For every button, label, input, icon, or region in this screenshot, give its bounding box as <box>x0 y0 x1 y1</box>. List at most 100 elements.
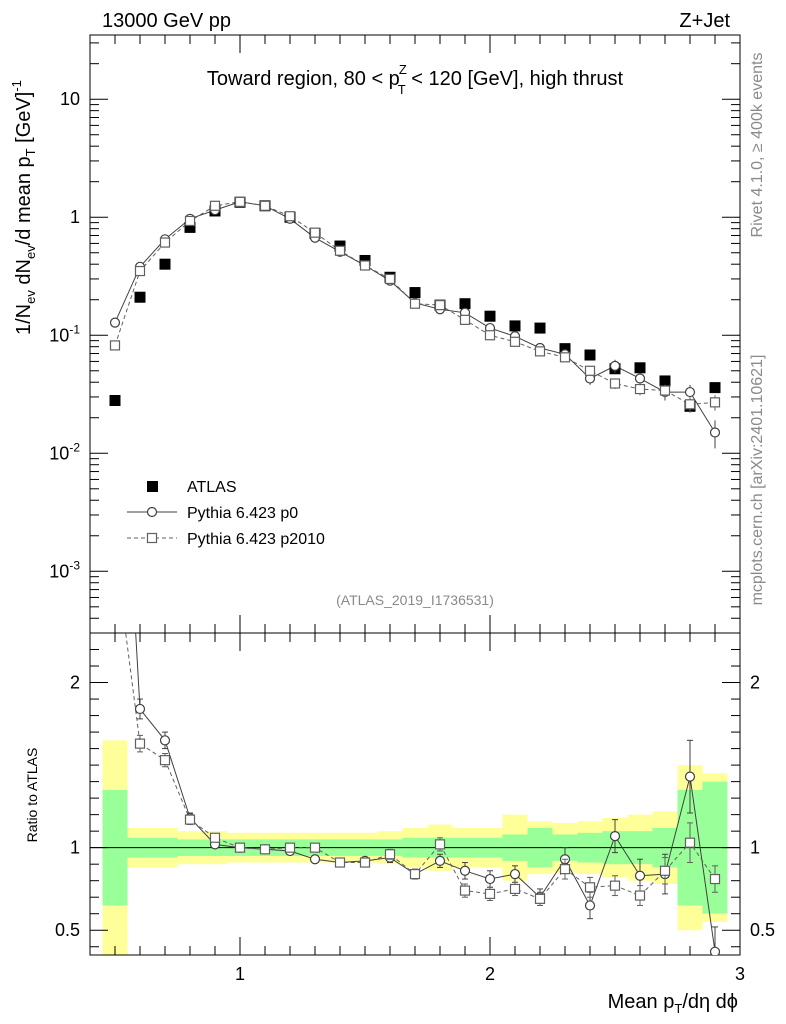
ratio-point-p2010-13 <box>434 839 446 850</box>
y-axis-label: 1/Nev dNev/d mean pT [GeV]-1 <box>9 80 38 335</box>
main-point-p0-20 <box>609 360 621 371</box>
main-point-p2010-6 <box>259 200 271 211</box>
main-point-atlas-12 <box>409 287 421 299</box>
legend-p2010-label: Pythia 6.423 p2010 <box>187 531 325 548</box>
main-point-p2010-18 <box>559 352 571 363</box>
x-tick-label-3: 3 <box>735 964 745 984</box>
main-point-atlas-17 <box>534 322 546 334</box>
main-point-atlas-24 <box>709 382 721 394</box>
y-tick-label-1e-2: 10-2 <box>49 440 80 463</box>
main-point-p2010-10 <box>359 260 371 271</box>
y-label-c: /d mean p <box>13 156 35 245</box>
main-point-atlas-15 <box>484 310 496 322</box>
ratio-point-p2010-23 <box>684 837 696 848</box>
main-point-p2010-11 <box>384 273 396 285</box>
analysis-label: (ATLAS_2019_I1736531) <box>336 592 494 608</box>
ratio-point-p2010-8 <box>309 842 321 853</box>
main-point-p2010-3 <box>184 215 196 227</box>
ratio-point-p2010-1 <box>134 738 146 749</box>
plot-title-post: < 120 [GeV], high thrust <box>406 68 624 90</box>
main-series-lines <box>114 201 716 433</box>
ratio-point-p0-20 <box>609 831 621 842</box>
header-left-label: 13000 GeV pp <box>102 10 231 32</box>
legend-atlas-marker <box>147 481 158 492</box>
axis-ticks <box>89 35 741 955</box>
ratio-point-p2010-21 <box>634 890 646 901</box>
main-point-atlas-2 <box>159 258 171 270</box>
ratio-point-p2010-24 <box>709 873 721 885</box>
ratio-point-p2010-15 <box>484 888 496 900</box>
ratio-tick-label-2-left: 2 <box>70 673 80 693</box>
ratio-point-p0-23 <box>684 771 696 782</box>
plot-title-sub: T <box>398 82 406 97</box>
x-tick-label-1: 1 <box>235 964 245 984</box>
y-label-c-sub: T <box>23 148 38 156</box>
main-line-p0 <box>114 201 716 433</box>
main-point-atlas-14 <box>459 298 471 310</box>
y-tick-label-1e-3: 10-3 <box>49 558 80 581</box>
main-point-p2010-4 <box>209 200 221 211</box>
main-point-p2010-15 <box>484 330 496 341</box>
x-label-post: /dη dϕ <box>682 991 738 1013</box>
ratio-point-p2010-5 <box>234 842 246 853</box>
plot-title: Toward region, 80 < pZ T < 120 [GeV], hig… <box>207 62 624 97</box>
ratio-point-p2010-4 <box>209 832 221 843</box>
ratio-point-p0-14 <box>459 865 471 876</box>
header-right-label: Z+Jet <box>679 10 730 32</box>
ratio-point-p0-16 <box>509 868 521 880</box>
ratio-point-p2010-10 <box>359 857 371 868</box>
ratio-plot-frame <box>89 632 741 956</box>
y-label-d: [GeV] <box>13 92 35 149</box>
y-tick-1e-2-base: 10 <box>49 443 69 463</box>
y-tick-1e-2-exp: -2 <box>69 440 80 454</box>
ratio-point-p0-0 <box>111 265 120 274</box>
side-label-rivet: Rivet 4.1.0, ≥ 400k events <box>749 53 766 238</box>
y-tick-1e-1-base: 10 <box>49 325 69 345</box>
y-label-b-sub: ev <box>23 245 38 259</box>
ratio-point-p2010-11 <box>384 849 396 860</box>
ratio-point-p2010-0 <box>111 546 120 555</box>
ratio-tick-label-0.5-right: 0.5 <box>750 920 775 940</box>
main-point-p2010-5 <box>234 196 246 207</box>
main-point-p0-24 <box>709 427 721 438</box>
ratio-point-p2010-22 <box>659 865 671 876</box>
main-series-markers <box>109 196 721 449</box>
legend-p2010-marker <box>146 532 158 544</box>
main-point-p2010-2 <box>159 237 171 248</box>
y-tick-label-10: 10 <box>60 89 80 109</box>
ratio-point-p2010-20 <box>609 880 621 891</box>
y-label-b: dN <box>13 259 35 290</box>
ratio-point-p0-8 <box>309 854 321 865</box>
legend-p0-marker <box>146 506 158 518</box>
main-point-p2010-0 <box>109 340 121 351</box>
main-point-p2010-21 <box>634 383 646 395</box>
main-point-p2010-7 <box>284 211 296 222</box>
legend-atlas-label: ATLAS <box>187 479 237 496</box>
ratio-point-p0-13 <box>434 855 446 866</box>
main-point-p2010-17 <box>534 346 546 357</box>
x-label-sub: T <box>674 1001 682 1016</box>
ratio-point-p0-15 <box>484 873 496 885</box>
x-axis-label: Mean pT/dη dϕ <box>608 991 738 1016</box>
main-point-atlas-21 <box>634 362 646 374</box>
y-tick-1e-1-exp: -1 <box>69 322 80 336</box>
legend-p0-label: Pythia 6.423 p0 <box>187 505 298 522</box>
ratio-tick-label-0.5-left: 0.5 <box>55 920 80 940</box>
main-point-p2010-22 <box>659 385 671 396</box>
main-point-p0-0 <box>109 317 121 328</box>
ratio-point-p2010-18 <box>559 864 571 875</box>
ratio-tick-label-1-right: 1 <box>750 838 760 858</box>
main-point-atlas-18 <box>559 343 571 355</box>
main-point-p2010-8 <box>309 227 321 238</box>
ratio-point-p2010-17 <box>534 893 546 904</box>
y-tick-label-1e-1: 10-1 <box>49 322 80 345</box>
ratio-point-p0-1 <box>134 703 146 715</box>
x-label-pre: Mean p <box>608 991 675 1013</box>
ratio-point-p0-21 <box>634 870 646 881</box>
main-point-p0-23 <box>684 386 696 398</box>
ratio-point-p0-19 <box>584 900 596 911</box>
main-point-p2010-23 <box>684 399 696 410</box>
main-point-atlas-19 <box>584 349 596 361</box>
ratio-series-markers <box>111 265 721 955</box>
